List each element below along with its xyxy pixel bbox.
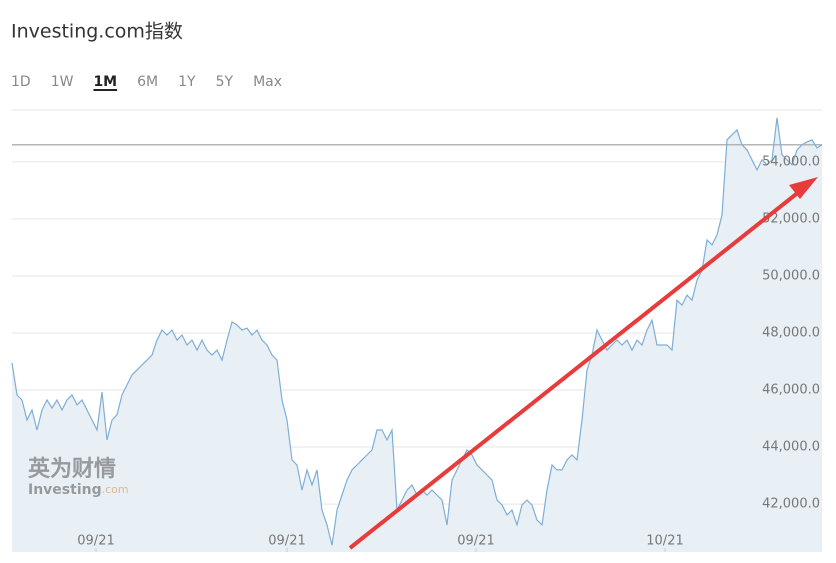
range-tab[interactable]: 1W (51, 74, 74, 90)
x-tick-label: 09/21 (77, 534, 114, 549)
plot-area: 42,000.0 44,000.0 46,000.0 48,000.0 50,000.0… (11, 109, 823, 552)
watermark-brand: Investing (28, 482, 102, 498)
x-tick-label: 09/21 (268, 534, 305, 549)
area (12, 117, 822, 552)
range-tab[interactable]: 1M (93, 74, 117, 90)
range-tab[interactable]: 6M (137, 74, 158, 90)
annotation-arrow (348, 177, 818, 550)
range-tab[interactable]: 5Y (216, 74, 234, 90)
y-tick-label: 52,000.0 (762, 211, 820, 226)
y-tick-label: 44,000.0 (762, 440, 820, 455)
arrow-shaft (348, 189, 802, 550)
y-tick-label: 46,000.0 (762, 383, 820, 398)
y-tick-label: 50,000.0 (762, 268, 820, 283)
watermark-en: Investing.com (28, 482, 129, 498)
range-tabs: 1D 1W 1M 6M 1Y 5Y Max (11, 74, 282, 91)
y-tick-label: 54,000.0 (762, 154, 820, 169)
range-tab[interactable]: Max (253, 74, 282, 90)
y-tick-label: 42,000.0 (762, 497, 820, 512)
watermark-cn: 英为财情 (28, 456, 116, 482)
watermark-domain: .com (102, 483, 129, 496)
range-tab[interactable]: 1Y (178, 74, 196, 90)
watermark: 英为财情 Investing.com (28, 456, 129, 498)
x-tick-label: 10/21 (646, 534, 683, 549)
x-tick-label: 09/21 (457, 534, 494, 549)
range-tab[interactable]: 1D (11, 74, 31, 90)
y-tick-label: 48,000.0 (762, 325, 820, 340)
chart-title: Investing.com指数 (11, 21, 183, 43)
arrow-head (789, 177, 818, 199)
